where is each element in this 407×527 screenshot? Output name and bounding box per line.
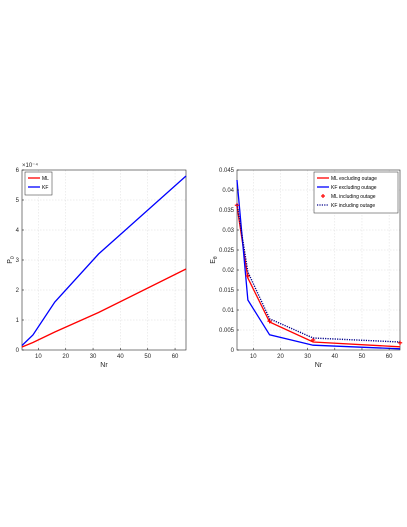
x-tick-label: 20 [62,354,69,360]
series-kf-excluding-outage [236,179,401,350]
x-tick-label: 20 [277,354,284,360]
legend-label: KF [42,185,48,191]
data-point [397,340,403,345]
y-axis-label-right: Eθ [210,256,219,264]
x-tick-label: 60 [386,354,393,360]
legend-label: ML excluding outage [331,176,377,182]
y-axis-label-left: P0 [7,256,16,264]
legend-label: KF including outage [331,203,375,209]
x-tick-label: 40 [117,354,124,360]
x-tick-label: 10 [250,354,257,360]
y-tick-label: 1 [16,318,20,324]
series-ml [21,268,187,348]
y-tick-label: 0 [231,348,235,354]
y-tick-label: 0.01 [222,308,234,314]
legend-entry: KF including outage [317,203,375,209]
y-exponent-label: ×10⁻⁴ [22,162,38,169]
chart-p0-vs-nr: 10 20 30 40 50 60 0 1 2 3 4 5 6 Nr P0 ×10⁻⁴ ML KF [7,162,187,369]
y-tick-label: 0 [16,348,20,354]
legend-entry: KF excluding outage [317,185,377,191]
series-kf [21,175,187,346]
y-tick-label: 3 [16,258,20,264]
plot-area-right [236,169,401,351]
x-tick-label: 40 [331,354,338,360]
y-tick-label: 0.045 [219,168,235,174]
y-tick-label: 0.03 [222,228,234,234]
x-tick-label: 50 [144,354,151,360]
x-axis-label-right: Nr [315,362,323,369]
y-tick-label: 2 [16,288,20,294]
legend-entry: KF [28,185,48,191]
y-tick-label: 0.035 [219,208,235,214]
y-tick-label: 0.02 [222,268,234,274]
legend-box [313,171,399,214]
series-kf-including-outage [236,203,401,343]
legend-left: ML KF [24,171,53,196]
series-ml-excluding-outage [236,205,401,348]
y-tick-label: 4 [16,228,20,234]
data-point [267,319,272,324]
x-axis-label-left: Nr [100,362,108,369]
x-tick-label: 60 [172,354,179,360]
x-tick-label: 50 [359,354,366,360]
legend-entry: ML including outage [321,194,376,200]
y-tick-label: 0.015 [219,288,235,294]
x-tick-label: 10 [35,354,42,360]
legend-label: KF excluding outage [331,185,377,191]
y-tick-label: 0.005 [219,328,235,334]
legend-label: ML including outage [331,194,376,200]
legend-entry: ML [28,176,49,182]
y-tick-label: 0.025 [219,248,235,254]
legend-entry: ML excluding outage [317,176,377,182]
series-ml-including-outage [234,203,403,345]
legend-right: ML excluding outage KF excluding outage ML… [313,171,399,214]
y-tick-label: 6 [16,168,20,174]
y-tick-label: 0.04 [222,188,234,194]
legend-label: ML [42,176,49,182]
x-tick-label: 30 [304,354,311,360]
chart-etheta-vs-nr: 10 20 30 40 50 60 0 0.005 0.01 0.015 0.02 0.025 0.03… [210,168,403,369]
x-tick-label: 30 [90,354,97,360]
y-tick-label: 5 [16,198,20,204]
